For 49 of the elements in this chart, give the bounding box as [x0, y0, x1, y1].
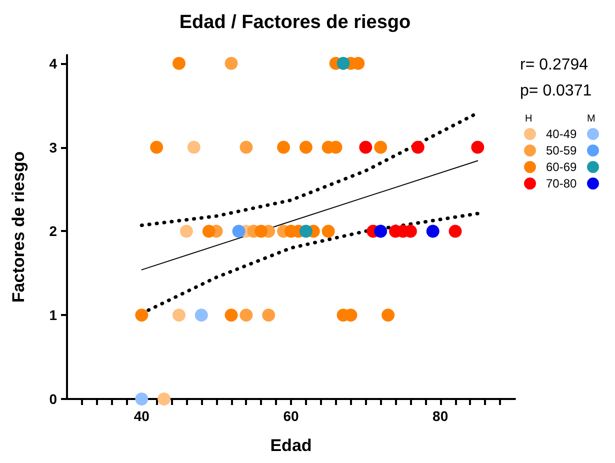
y-tick-label: 0 — [49, 391, 58, 407]
point — [172, 56, 186, 70]
point — [359, 140, 372, 154]
y-tick-label: 4 — [49, 55, 58, 72]
point — [426, 224, 440, 238]
x-tick-label: 40 — [134, 408, 150, 424]
point — [336, 56, 350, 70]
point — [382, 308, 395, 322]
text: M — [587, 114, 596, 124]
point — [471, 140, 484, 154]
x-axis-title: Edad — [270, 436, 312, 455]
point — [411, 140, 424, 154]
point — [299, 224, 312, 238]
x-tick-label: 80 — [432, 408, 448, 424]
point — [374, 140, 388, 154]
point — [158, 392, 171, 406]
point — [135, 392, 148, 406]
point — [150, 140, 164, 154]
point — [202, 224, 216, 238]
y-tick-label: 2 — [49, 223, 58, 240]
point — [322, 224, 335, 238]
legend-label: 40-49 — [546, 127, 578, 141]
text: p= 0.0371 — [520, 82, 592, 100]
point — [194, 308, 208, 322]
point — [262, 308, 276, 322]
point — [172, 308, 186, 322]
y-tick-label: 1 — [49, 307, 58, 324]
point — [299, 140, 312, 154]
point — [448, 224, 462, 238]
point — [224, 56, 238, 70]
point — [277, 140, 290, 154]
point — [232, 224, 246, 238]
point — [240, 140, 253, 154]
point — [254, 224, 268, 238]
y-tick-label: 3 — [49, 139, 58, 156]
legend-label: 60-69 — [546, 160, 578, 174]
point — [180, 224, 193, 238]
point — [374, 224, 388, 238]
point — [224, 308, 238, 322]
point — [240, 308, 253, 322]
x-tick-label: 60 — [283, 408, 299, 424]
text: H — [525, 114, 532, 124]
text: r= 0.2794 — [520, 56, 588, 74]
chart-title: Edad / Factores de riesgo — [179, 12, 411, 33]
point — [187, 140, 200, 154]
legend-label: 70-80 — [546, 176, 578, 190]
y-axis-title: Factores de riesgo — [9, 151, 28, 303]
point — [135, 308, 148, 322]
legend-label: 50-59 — [546, 144, 578, 158]
